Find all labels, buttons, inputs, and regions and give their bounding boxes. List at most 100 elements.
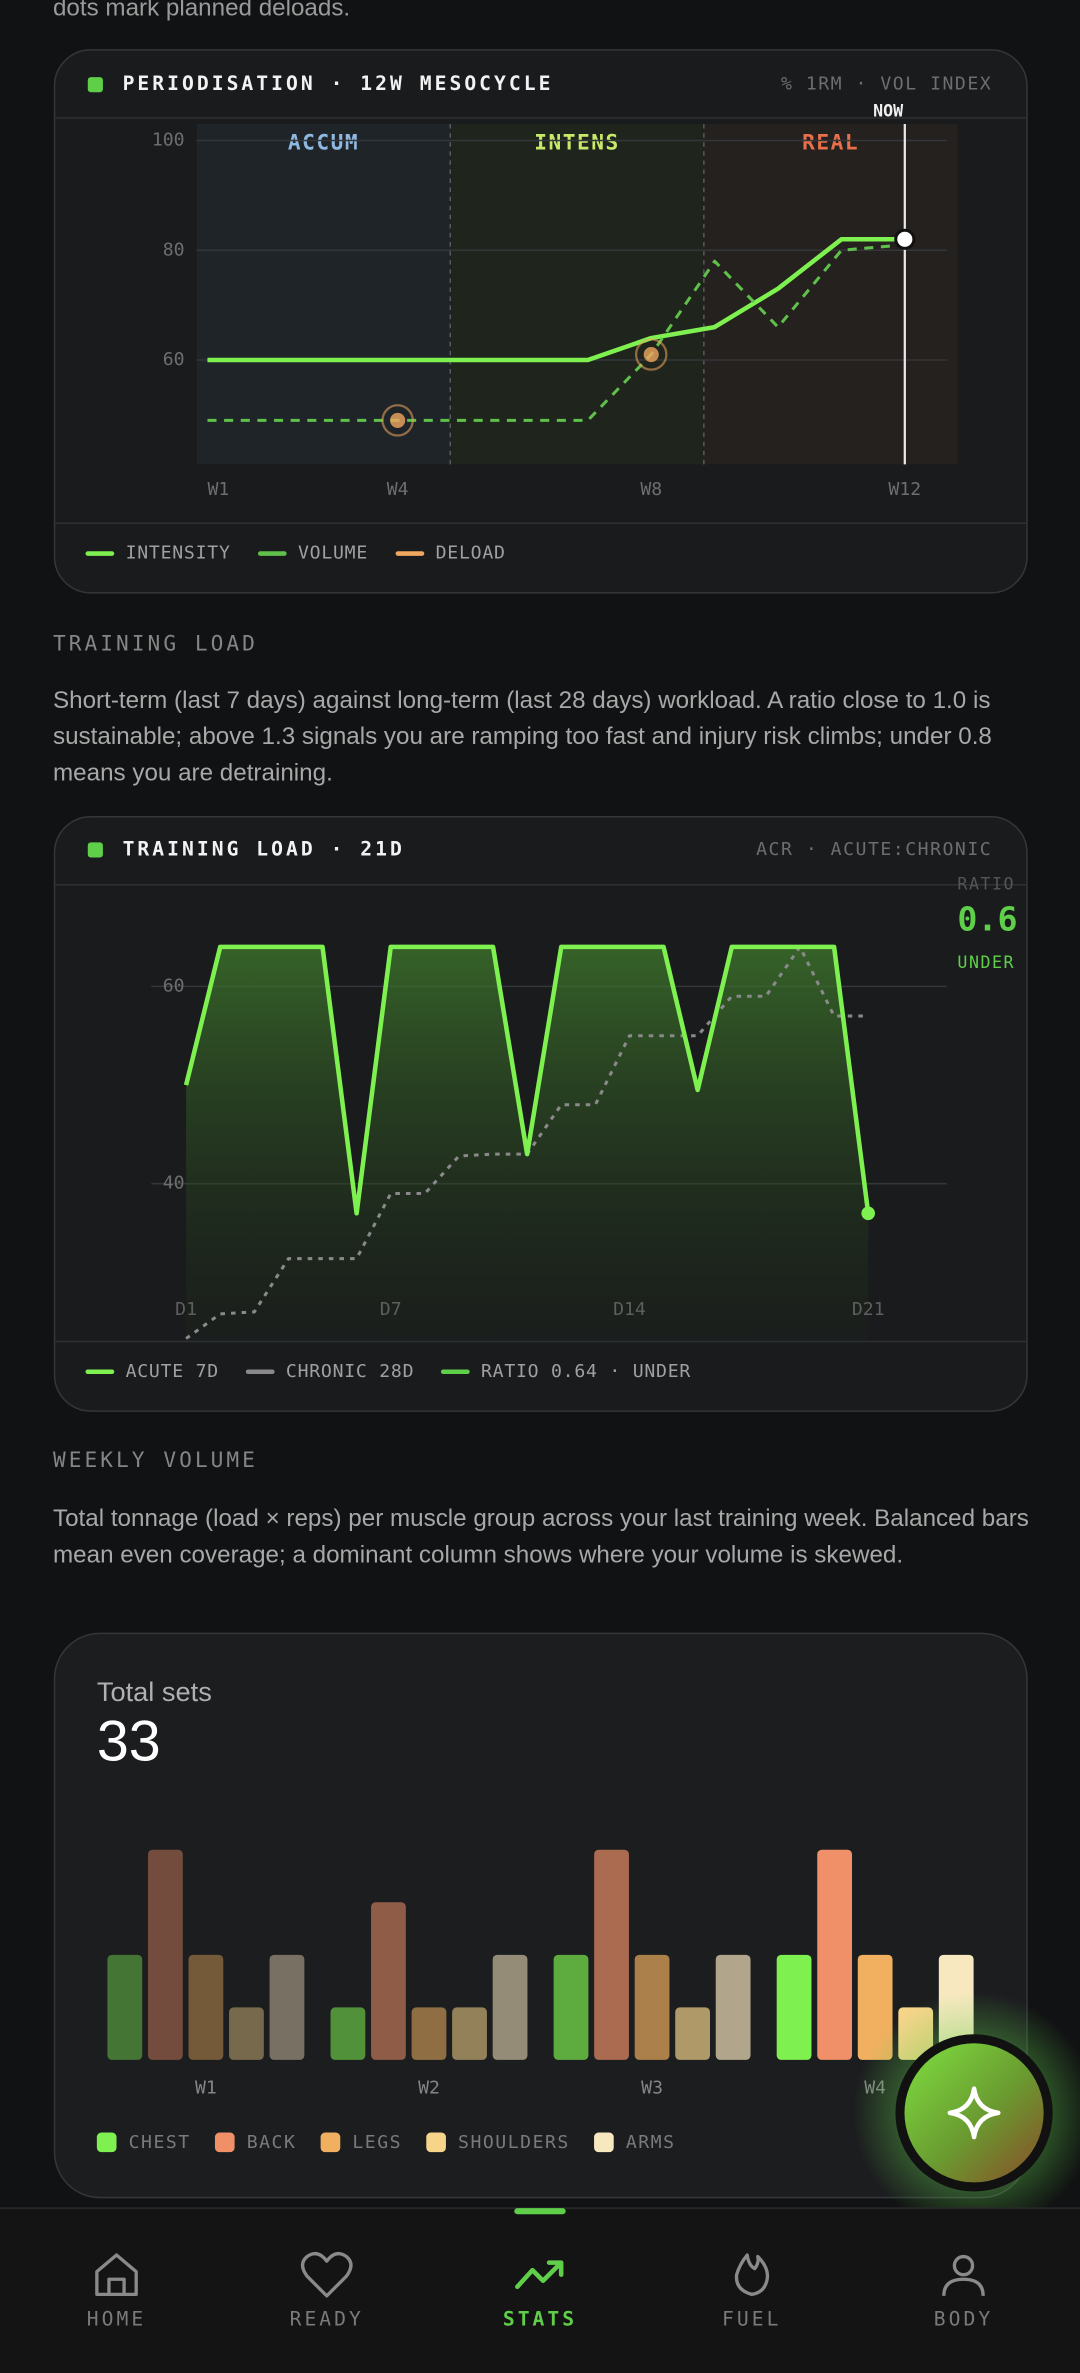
bar	[776, 1954, 812, 2060]
legend-label: CHEST	[129, 2132, 191, 2153]
nav-icon-body	[942, 2277, 985, 2296]
bar	[188, 1954, 224, 2060]
bar	[371, 1902, 406, 2060]
x-tick-label: W12	[888, 479, 921, 500]
card-icon	[87, 842, 103, 858]
legend-swatch	[426, 2132, 446, 2153]
intro-text: dots mark planned deloads.	[53, 0, 350, 21]
y-tick-label: 40	[163, 1173, 185, 1194]
legend-label: LEGS	[352, 2132, 402, 2153]
phase-band	[703, 124, 958, 465]
y-tick-label: 60	[163, 975, 185, 996]
x-tick-label: W3	[641, 2078, 663, 2099]
nav-icon-fuel	[734, 2253, 770, 2297]
legend-label: BACK	[247, 2132, 297, 2153]
y-tick-label: 80	[163, 239, 185, 260]
phase-label: ACCUM	[288, 130, 359, 155]
nav-indicator	[514, 2208, 566, 2215]
x-tick-label: W1	[207, 479, 229, 500]
bar	[492, 1954, 528, 2060]
x-tick-label: W2	[418, 2078, 440, 2099]
bar	[229, 2007, 264, 2060]
fab-button[interactable]	[904, 2043, 1044, 2183]
section-text-box: Total tonnage (load × reps) per muscle g…	[52, 1506, 1029, 1569]
x-tick-label: W1	[195, 2078, 217, 2099]
x-tick-label: D1	[175, 1299, 197, 1320]
bar	[147, 1849, 183, 2060]
legend-label: INTENSITY	[126, 543, 231, 564]
nav-icon-ready	[300, 2251, 353, 2298]
total-label: Total sets	[97, 1676, 212, 1707]
deload-dot	[390, 412, 406, 428]
y-tick-label: 100	[152, 129, 185, 150]
legend-swatch	[214, 2132, 235, 2153]
legend-label: DELOAD	[436, 543, 506, 564]
bar	[553, 1954, 589, 2060]
bar	[452, 2007, 487, 2060]
card-subtitle: % 1RM · VOL INDEX	[781, 74, 992, 95]
legend-label: ARMS	[626, 2132, 676, 2153]
bar	[594, 1849, 629, 2060]
training-load-chart: 40 60 D1 D7 D14 D21 RATIO 0.6 UNDER ACUTE 7D CHRON…	[85, 874, 1018, 1382]
nav-label[interactable]: STATS	[503, 2308, 577, 2331]
x-tick-label: D7	[380, 1299, 402, 1320]
nav-label[interactable]: HOME	[87, 2308, 146, 2331]
nav-label[interactable]: BODY	[934, 2308, 993, 2331]
y-tick-label: 60	[163, 349, 185, 370]
periodisation-chart: ACCUM INTENS REAL 60 80 100 W1 W4 W8 W12 NOW INTENS…	[85, 101, 958, 564]
nav-labels: HOME READY STATS FUEL BODY	[87, 2308, 993, 2331]
acute-area	[186, 946, 869, 1342]
bar	[411, 2007, 447, 2060]
section-heading: TRAINING LOAD	[53, 630, 258, 655]
bar	[107, 1954, 143, 2060]
bottom-nav	[0, 2208, 1080, 2373]
nav-icon-stats	[515, 2260, 564, 2290]
deload-ring	[634, 338, 668, 371]
total-value: 33	[97, 1710, 161, 1774]
x-tick-label: D14	[613, 1299, 646, 1320]
end-dot	[894, 228, 916, 250]
card-title: PERIODISATION · 12W MESOCYCLE	[123, 72, 554, 95]
deload-dot	[643, 346, 659, 363]
section-text-box: Short-term (last 7 days) against long-te…	[52, 688, 992, 787]
deload-ring	[381, 404, 414, 437]
card-title: TRAINING LOAD · 21D	[123, 837, 405, 860]
card-subtitle: ACR · ACUTE:CHRONIC	[756, 839, 992, 860]
phase-band	[196, 124, 451, 465]
ratio-value: 0.6	[957, 900, 1017, 939]
section-text: Total tonnage (load × reps) per muscle g…	[52, 1506, 1029, 1569]
series-line	[183, 944, 871, 1216]
x-tick-label: D21	[852, 1299, 885, 1320]
bar	[675, 2007, 710, 2060]
bar	[715, 1954, 751, 2060]
bar	[634, 1954, 670, 2060]
section-text: Short-term (last 7 days) against long-te…	[52, 688, 992, 787]
legend-label: VOLUME	[298, 543, 368, 564]
legend-swatch	[96, 2132, 117, 2153]
ratio-label: RATIO	[957, 874, 1015, 893]
legend-label: RATIO 0.64 · UNDER	[481, 1361, 691, 1382]
nav-label[interactable]: FUEL	[722, 2308, 781, 2331]
x-tick-label: W8	[640, 479, 662, 500]
phase-label: INTENS	[534, 130, 620, 155]
bar	[817, 1849, 853, 2060]
nav-icon-home	[95, 2253, 138, 2297]
phase-band	[450, 124, 704, 465]
x-tick-label: W4	[387, 479, 409, 500]
legend-label: ACUTE 7D	[126, 1361, 219, 1382]
now-label: NOW	[873, 101, 904, 120]
nav-label[interactable]: READY	[290, 2308, 364, 2331]
nav-icon-body	[952, 2254, 975, 2277]
legend-swatch	[594, 2132, 614, 2153]
bar	[269, 1954, 305, 2060]
fab-icon	[947, 2086, 1001, 2140]
legend-swatch	[320, 2132, 341, 2153]
end-dot	[861, 1206, 876, 1221]
bar	[330, 2007, 366, 2060]
legend-label: CHRONIC 28D	[286, 1361, 414, 1382]
phase-label: REAL	[802, 130, 859, 155]
series-line	[207, 237, 905, 363]
legend-label: SHOULDERS	[458, 2132, 570, 2153]
